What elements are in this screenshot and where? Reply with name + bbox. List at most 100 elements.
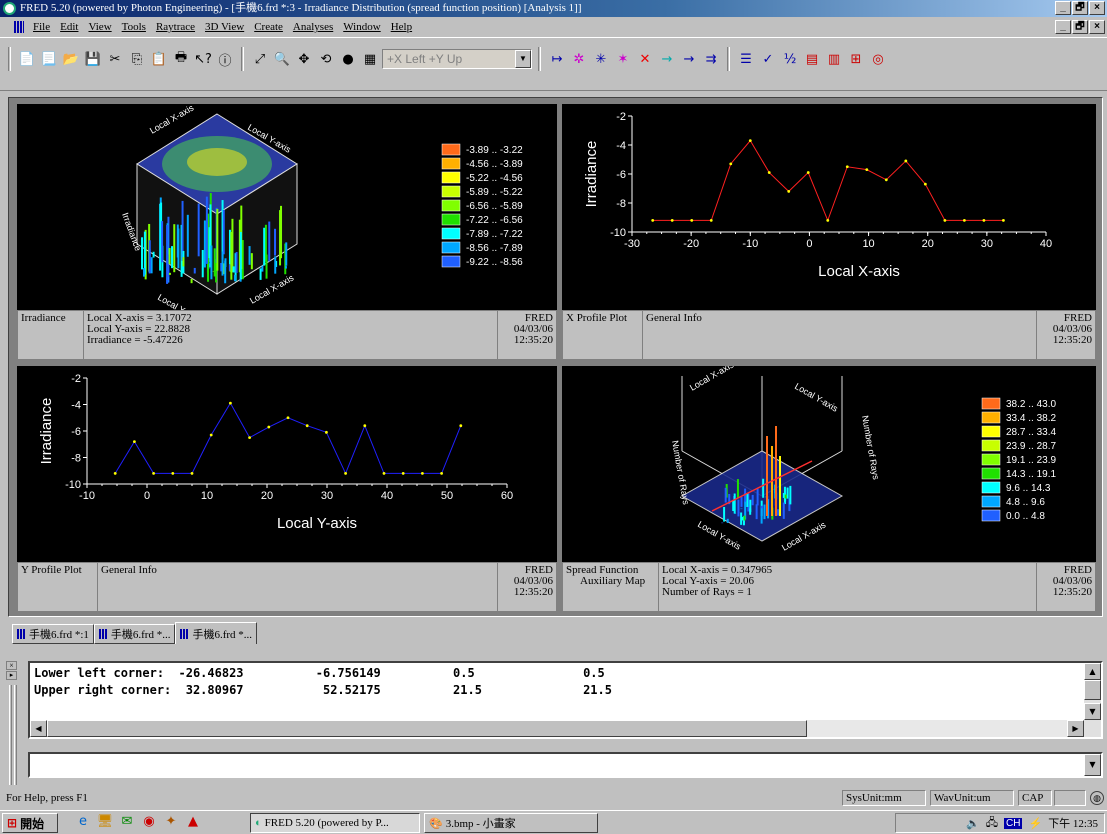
ime-indicator[interactable]: CH bbox=[1004, 817, 1023, 829]
output-gripper[interactable]: × ▸ bbox=[6, 661, 20, 786]
title-bar[interactable]: FRED 5.20 (powered by Photon Engineering… bbox=[0, 0, 1107, 17]
document-menu-icon[interactable] bbox=[14, 21, 24, 33]
report-icon[interactable]: ▤ bbox=[805, 51, 819, 67]
hscroll-thumb[interactable] bbox=[47, 720, 807, 737]
app-shortcut-icon[interactable]: ✦ bbox=[165, 814, 177, 829]
arrow-text-icon[interactable]: ⇉ bbox=[705, 51, 717, 67]
chevron-down-icon[interactable]: ▼ bbox=[515, 50, 531, 68]
new-template-icon[interactable]: 📃 bbox=[40, 51, 58, 67]
sphere-icon[interactable]: ● bbox=[342, 51, 354, 67]
scroll-left-icon[interactable]: ◀ bbox=[30, 720, 47, 737]
desktop-icon[interactable]: 🖥 bbox=[96, 814, 114, 829]
close-button[interactable]: × bbox=[1089, 1, 1105, 15]
media-icon[interactable]: ◉ bbox=[143, 814, 155, 829]
copy-icon[interactable]: ⎘ bbox=[131, 51, 143, 67]
globe-icon[interactable]: ◍ bbox=[1090, 791, 1104, 805]
outlook-icon[interactable]: ✉ bbox=[121, 814, 133, 829]
menu-file[interactable]: File bbox=[33, 21, 51, 33]
data-point bbox=[884, 178, 888, 182]
target-icon[interactable]: ◎ bbox=[872, 51, 884, 67]
menu-view[interactable]: View bbox=[88, 21, 112, 33]
task-paint[interactable]: 🎨 3.bmp - 小畫家 bbox=[424, 813, 598, 833]
output-vertical-scrollbar[interactable]: ▲ ▼ bbox=[1084, 663, 1101, 737]
help-pointer-icon[interactable]: ↖? bbox=[194, 51, 212, 67]
irradiance-3d-plot[interactable]: Local X-axis Local Y-axis Irradiance Loc… bbox=[17, 102, 557, 325]
save-icon[interactable]: 💾 bbox=[84, 51, 102, 67]
menu-raytrace[interactable]: Raytrace bbox=[155, 21, 196, 33]
chevron-down-icon[interactable]: ▼ bbox=[1084, 754, 1101, 776]
tab-document-3[interactable]: 手機6.frd *... bbox=[175, 622, 258, 644]
legend-swatch bbox=[441, 227, 461, 240]
view-orientation-combo[interactable]: +X Left +Y Up ▼ bbox=[382, 49, 532, 69]
rotate-icon[interactable]: ⟲ bbox=[320, 51, 332, 67]
sys-unit-indicator: SysUnit:mm bbox=[842, 790, 926, 806]
command-input[interactable]: ▼ bbox=[28, 752, 1103, 778]
zoom-window-icon[interactable]: 🔍 bbox=[273, 51, 291, 67]
menu-analyses[interactable]: Analyses bbox=[292, 21, 334, 33]
grip-bar-2[interactable] bbox=[14, 685, 17, 785]
new-icon[interactable]: 📄 bbox=[18, 51, 36, 67]
trace-multi-icon[interactable]: ✳ bbox=[595, 51, 607, 67]
trace-star-icon[interactable]: ✶ bbox=[617, 51, 629, 67]
doc-restore-button[interactable]: 🗗 bbox=[1072, 20, 1088, 34]
network-icon[interactable]: ⊞ bbox=[850, 51, 862, 67]
pin-icon[interactable]: ▸ bbox=[6, 671, 17, 680]
volume-icon[interactable]: 🔈 bbox=[966, 817, 980, 830]
zoom-fit-icon[interactable]: ⤢ bbox=[254, 51, 266, 67]
check-icon[interactable]: ✓ bbox=[762, 51, 774, 67]
scroll-up-icon[interactable]: ▲ bbox=[1084, 663, 1101, 680]
y-profile-plot[interactable]: -10 0 10 20 30 40 50 60 -2 -4 -6 -8 -10 Local Y-axis I… bbox=[17, 366, 557, 562]
toolbar-grip[interactable] bbox=[8, 47, 11, 71]
acrobat-icon[interactable]: ▲ bbox=[188, 814, 198, 829]
x-profile-plot[interactable]: -30 -20 -10 0 10 20 30 40 -2 -4 -6 -8 -10 Local X-axi… bbox=[562, 104, 1096, 310]
spread-function-3d-plot[interactable]: Local X-axis Local Y-axis Number of Rays… bbox=[562, 359, 1096, 562]
toolbar-grip-2[interactable] bbox=[241, 47, 244, 71]
arrow-right-2-icon[interactable]: → bbox=[683, 51, 695, 67]
scroll-thumb[interactable] bbox=[1084, 680, 1101, 700]
open-icon[interactable]: 📂 bbox=[62, 51, 80, 67]
chart-icon[interactable]: ▥ bbox=[827, 51, 841, 67]
tab-document-2[interactable]: 手機6.frd *... bbox=[93, 624, 176, 644]
minimize-button[interactable]: _ bbox=[1055, 1, 1071, 15]
grip-bar[interactable] bbox=[9, 685, 12, 785]
menu-help[interactable]: Help bbox=[390, 21, 413, 33]
number-icon[interactable]: ½ bbox=[783, 51, 797, 67]
doc-minimize-button[interactable]: _ bbox=[1055, 20, 1071, 34]
toolbar-grip-3[interactable] bbox=[538, 47, 541, 71]
trace-arrow-icon[interactable]: ↦ bbox=[551, 51, 563, 67]
trace-sparkle-icon[interactable]: ✲ bbox=[573, 51, 585, 67]
data-point bbox=[152, 472, 156, 475]
output-window[interactable]: Lower left corner: -26.46823 -6.756149 0… bbox=[28, 661, 1103, 739]
print-icon[interactable]: 🖶 bbox=[174, 50, 188, 65]
close-icon[interactable]: × bbox=[6, 661, 17, 670]
menu-window[interactable]: Window bbox=[343, 21, 381, 33]
network-tray-icon[interactable]: 🖧 bbox=[985, 816, 999, 829]
menu-edit[interactable]: Edit bbox=[60, 21, 79, 33]
ie-icon[interactable]: e bbox=[79, 814, 87, 829]
stamp-time: 12:35:20 bbox=[1052, 334, 1092, 346]
menu-3d-view[interactable]: 3D View bbox=[205, 21, 245, 33]
tab-document-1[interactable]: 手機6.frd *:1 bbox=[12, 624, 94, 644]
list-icon[interactable]: ☰ bbox=[740, 51, 752, 67]
doc-close-button[interactable]: × bbox=[1089, 20, 1105, 34]
legend-label: 28.7 .. 33.4 bbox=[1006, 427, 1056, 438]
start-button[interactable]: ⊞ 開始 bbox=[2, 813, 58, 833]
pan-icon[interactable]: ✥ bbox=[298, 51, 310, 67]
toolbar-grip-4[interactable] bbox=[727, 47, 730, 71]
trace-x-icon[interactable]: ✕ bbox=[639, 51, 651, 67]
arrow-right-icon[interactable]: → bbox=[661, 51, 673, 67]
scroll-right-icon[interactable]: ▶ bbox=[1067, 720, 1084, 737]
paste-icon[interactable]: 📋 bbox=[150, 51, 168, 67]
menu-create[interactable]: Create bbox=[254, 21, 283, 33]
grid-icon[interactable]: ▦ bbox=[363, 51, 377, 67]
info-icon[interactable]: ⓘ bbox=[218, 53, 232, 69]
scroll-down-icon[interactable]: ▼ bbox=[1084, 703, 1101, 720]
menu-tools[interactable]: Tools bbox=[121, 21, 146, 33]
maximize-button[interactable]: 🗗 bbox=[1072, 1, 1088, 15]
output-horizontal-scrollbar[interactable]: ◀ ▶ bbox=[30, 720, 1084, 737]
data-point bbox=[651, 219, 655, 222]
language-icon[interactable]: ⚡ bbox=[1028, 817, 1043, 830]
app-icon[interactable] bbox=[3, 2, 16, 15]
cut-icon[interactable]: ✂ bbox=[109, 51, 121, 67]
task-fred[interactable]: ◐ FRED 5.20 (powered by P... bbox=[250, 813, 420, 833]
